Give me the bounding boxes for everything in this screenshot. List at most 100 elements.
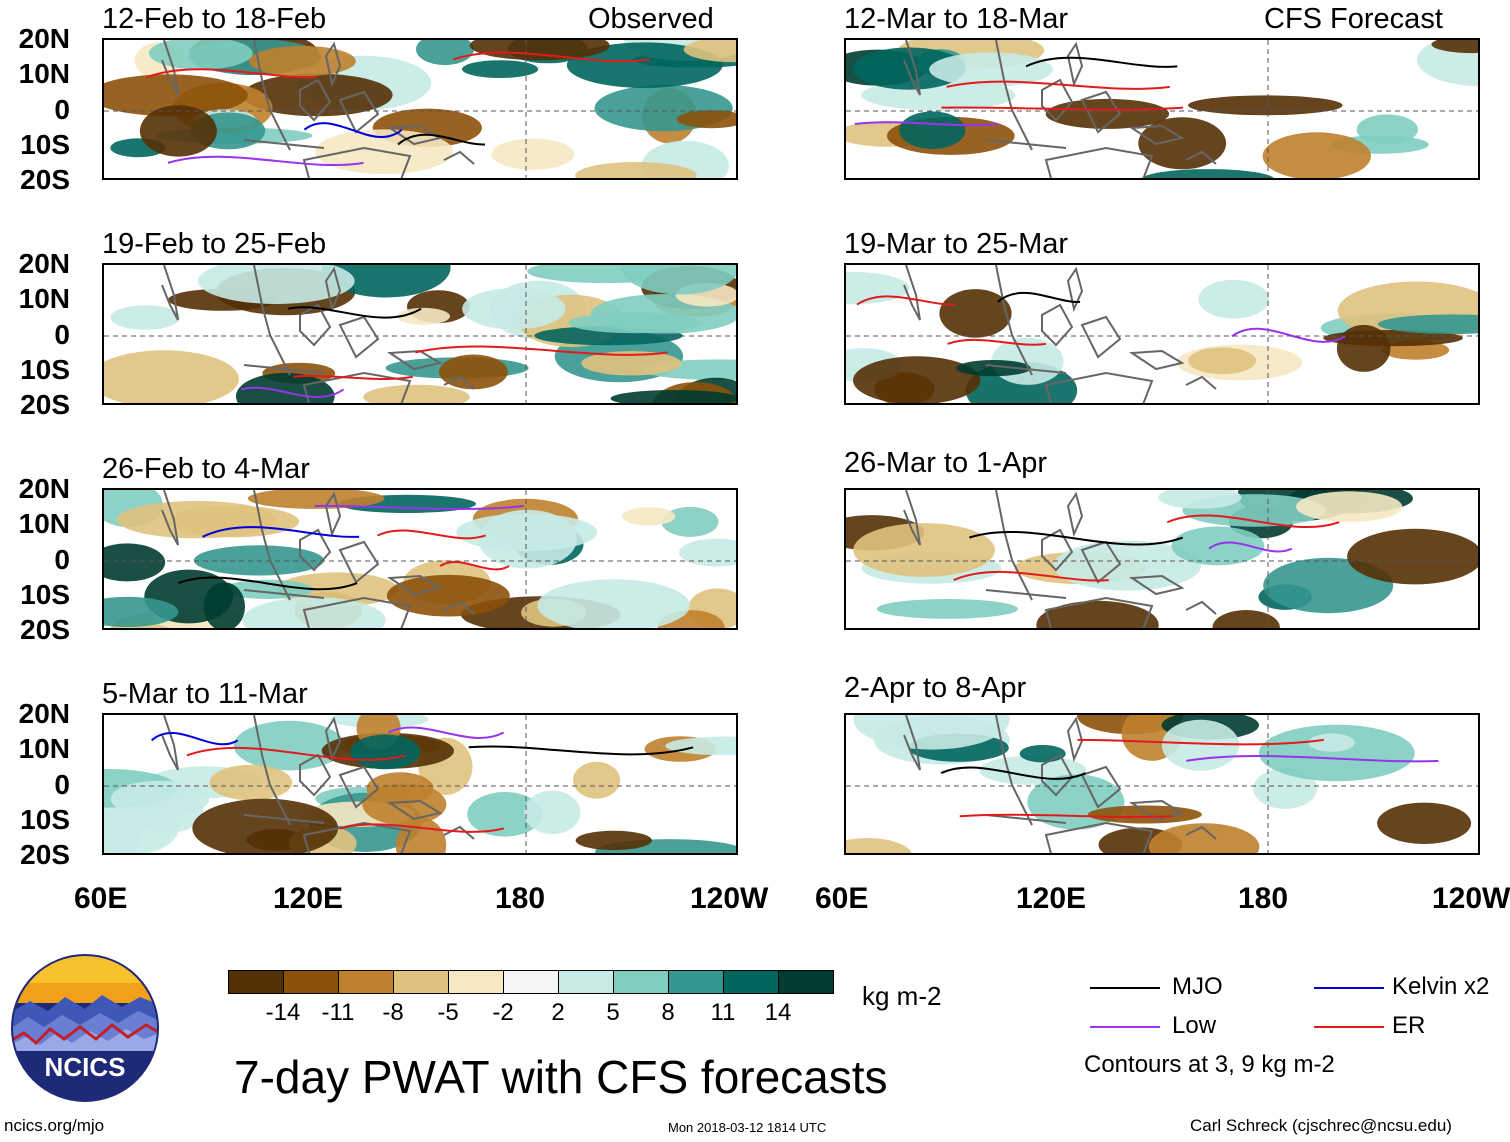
contour-kelvin — [303, 122, 403, 138]
coastline — [386, 349, 443, 371]
dry-anomaly-shading — [581, 351, 682, 376]
dry-anomaly-shading — [1045, 98, 1170, 129]
dry-anomaly-shading — [1087, 805, 1202, 824]
dry-anomaly-shading — [386, 574, 510, 617]
contour-er — [415, 345, 668, 356]
coastline — [253, 265, 291, 376]
contour-er — [339, 823, 504, 833]
coastline — [299, 528, 332, 572]
coastline — [985, 814, 1067, 824]
coastline — [1128, 349, 1185, 371]
moist-anomaly-shading — [899, 111, 966, 149]
dry-anomaly-shading — [1212, 610, 1280, 628]
coastline — [161, 265, 179, 321]
moist-anomaly-shading — [1377, 314, 1478, 334]
coastline — [324, 41, 342, 88]
panel-title: 19-Mar to 25-Mar — [844, 228, 1069, 260]
dry-anomaly-shading — [491, 138, 575, 170]
coastline — [338, 765, 380, 809]
contour-low — [167, 155, 364, 166]
moist-anomaly-shading — [1171, 526, 1265, 566]
colorbar-tick-label: 2 — [551, 999, 565, 1026]
panel-title: 12-Feb to 18-Feb — [102, 3, 327, 35]
contour-low — [1231, 327, 1346, 343]
coastline — [903, 265, 921, 321]
contour-low — [314, 504, 524, 510]
map-panel — [844, 713, 1480, 855]
dry-anomaly-shading — [469, 40, 610, 61]
contour-mjo — [1025, 56, 1178, 68]
colorbar-swatch — [394, 971, 449, 993]
moist-anomaly-shading — [876, 599, 1019, 619]
coastline — [161, 40, 179, 96]
coastline — [324, 716, 342, 763]
contour-mjo — [178, 576, 358, 591]
map-panel — [844, 38, 1480, 180]
coastline — [338, 315, 380, 359]
legend-line-er — [1314, 1026, 1384, 1028]
contour-er — [146, 68, 317, 79]
moist-anomaly-shading — [350, 734, 421, 770]
panel-tag-observed: Observed — [588, 3, 714, 35]
moist-anomaly-shading — [1142, 169, 1274, 178]
coastline — [302, 371, 412, 403]
colorbar-tick-label: 5 — [606, 999, 620, 1026]
dry-anomaly-shading — [1431, 40, 1478, 54]
contour-er — [186, 746, 406, 761]
coastline — [1041, 528, 1074, 572]
colorbar-swatch — [229, 971, 284, 993]
coastline — [386, 799, 443, 821]
coastline — [1044, 371, 1154, 403]
lat-label: 20S — [20, 164, 70, 195]
contour-er — [959, 813, 1172, 819]
contour-er — [1077, 738, 1324, 746]
moist-anomaly-shading — [524, 790, 581, 835]
colorbar-swatch — [559, 971, 614, 993]
lat-label: 10S — [20, 579, 70, 610]
contour-er — [1166, 514, 1340, 529]
dry-anomaly-shading — [116, 500, 277, 539]
lon-label: 60E — [815, 882, 869, 915]
coastline — [985, 364, 1067, 374]
panel-title: 12-Mar to 18-Mar — [844, 3, 1069, 35]
contour-low — [1186, 755, 1439, 763]
colorbar-tick-label: -11 — [321, 999, 355, 1026]
contour-low — [1208, 541, 1293, 553]
contour-er — [377, 529, 487, 540]
coastline — [161, 715, 179, 771]
logo-text: NCICS — [44, 1052, 126, 1082]
moist-anomaly-shading — [467, 792, 543, 837]
legend-label-low: Low — [1172, 1012, 1217, 1039]
coastline — [253, 715, 291, 826]
coastline — [443, 150, 475, 165]
moist-anomaly-shading — [1253, 768, 1318, 809]
colorbar-tick-label: -14 — [265, 999, 301, 1026]
coastline — [338, 540, 380, 584]
coastline — [995, 490, 1033, 601]
lat-label: 20N — [18, 23, 70, 54]
lat-label: 10S — [20, 129, 70, 160]
coastline — [995, 40, 1033, 151]
coastline — [243, 589, 325, 599]
coastline — [1066, 491, 1084, 538]
dry-anomaly-shading — [362, 783, 447, 826]
contour-er — [452, 51, 650, 63]
footer-timestamp: Mon 2018-03-12 1814 UTC — [668, 1120, 827, 1135]
coastline — [243, 814, 325, 824]
dry-anomaly-shading — [683, 40, 736, 63]
moist-anomaly-shading — [537, 579, 690, 628]
legend-note: Contours at 3, 9 kg m-2 — [1084, 1051, 1335, 1078]
coastline — [1080, 315, 1122, 359]
legend-label-er: ER — [1392, 1012, 1426, 1039]
moist-anomaly-shading — [1158, 490, 1242, 509]
moist-anomaly-shading — [477, 509, 577, 569]
coastline — [1128, 124, 1185, 146]
legend-line-low — [1090, 1026, 1160, 1028]
legend-label-mjo: MJO — [1172, 973, 1223, 1000]
footer-url[interactable]: ncics.org/mjo — [4, 1116, 105, 1135]
coastline — [903, 715, 921, 771]
lat-label: 10N — [18, 733, 70, 764]
dry-anomaly-shading — [575, 830, 652, 851]
coastline — [1041, 303, 1074, 347]
panel-title: 2-Apr to 8-Apr — [844, 672, 1027, 704]
